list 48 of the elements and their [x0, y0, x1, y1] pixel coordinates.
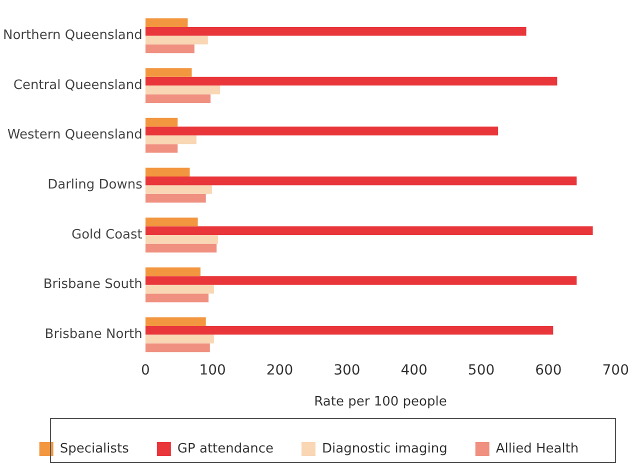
y-tick-label: Darling Downs — [48, 178, 143, 193]
x-tick-label: 700 — [602, 362, 630, 379]
x-tick-label: 600 — [535, 362, 562, 379]
y-tick-label: Central Queensland — [13, 78, 142, 93]
bar — [145, 267, 200, 276]
bar — [145, 86, 220, 94]
y-tick-label: Brisbane North — [44, 327, 142, 342]
bar — [145, 135, 196, 144]
y-tick-label: Northern Queensland — [2, 28, 142, 44]
legend-label: Diagnostic imaging — [322, 441, 448, 456]
x-tick-label: 500 — [468, 362, 495, 379]
x-tick-label: 300 — [334, 362, 360, 379]
legend-label: Allied Health — [496, 441, 579, 456]
legend-label: GP attendance — [177, 441, 274, 456]
y-tick-label: Gold Coast — [72, 227, 142, 242]
bar — [145, 44, 194, 54]
bar — [145, 244, 217, 252]
bar — [145, 26, 526, 36]
bar — [145, 226, 593, 236]
x-tick-label: 400 — [400, 362, 428, 379]
bar — [145, 68, 192, 77]
y-tick-label: Western Queensland — [7, 128, 142, 143]
bar — [145, 343, 210, 352]
x-tick-label: 0 — [140, 362, 150, 379]
bar — [145, 317, 206, 326]
bar — [145, 18, 188, 27]
x-axis-title: Rate per 100 people — [314, 394, 447, 410]
bar — [145, 76, 558, 86]
bar — [145, 235, 218, 244]
bar — [145, 276, 577, 285]
bar — [145, 126, 498, 136]
legend-label: Specialists — [60, 441, 130, 456]
bar — [145, 94, 211, 103]
bar — [145, 326, 554, 335]
bar — [145, 294, 209, 302]
x-tick-label: 200 — [266, 362, 294, 379]
bar — [145, 284, 214, 294]
bar — [145, 176, 577, 186]
bar — [145, 144, 178, 153]
x-tick-label: 100 — [199, 362, 226, 379]
y-tick-label: Brisbane South — [43, 277, 142, 292]
bar — [145, 334, 214, 344]
bar — [145, 218, 198, 226]
bar — [145, 194, 206, 203]
bar — [145, 36, 208, 44]
bar — [145, 118, 178, 127]
bar — [145, 168, 190, 176]
bar — [145, 185, 212, 194]
